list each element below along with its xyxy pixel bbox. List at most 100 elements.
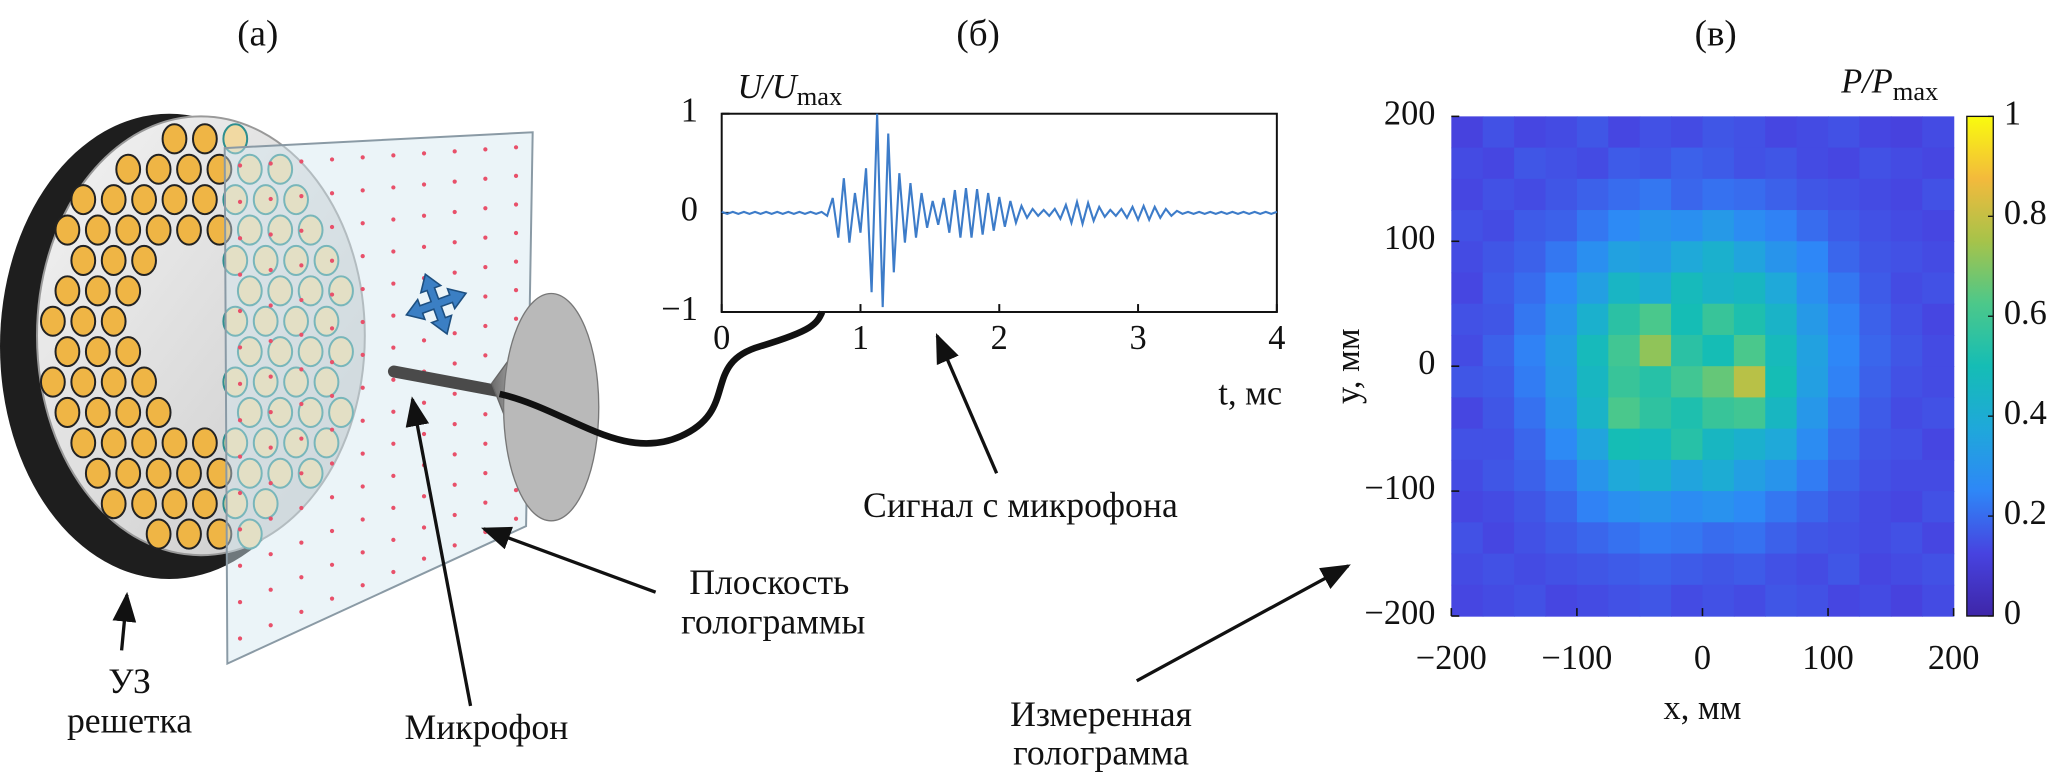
heatmap-cell [1639, 553, 1672, 586]
hologram-plane [223, 131, 534, 666]
x-axis-label: t, мс [1218, 374, 1282, 412]
measurement-point [329, 258, 335, 263]
heatmap-cell [1451, 178, 1484, 211]
label-main: P/P [1840, 63, 1893, 101]
array-element [222, 123, 249, 155]
heatmap-cell [1828, 147, 1861, 180]
measurement-point [483, 441, 488, 446]
heatmap-cell [1482, 491, 1515, 523]
heatmap-cell [1545, 584, 1578, 617]
heatmap-cell [1765, 459, 1798, 492]
array-element [54, 336, 81, 368]
measurement-point [329, 528, 335, 534]
heatmap-cell [1576, 272, 1609, 305]
heatmap-cell [1859, 334, 1892, 367]
heatmap-cell [1702, 210, 1735, 242]
heatmap-cell [1608, 459, 1641, 492]
heatmap-cell [1922, 303, 1955, 336]
measurement-point [452, 149, 457, 154]
array-element [161, 488, 188, 520]
heatmap-cell [1639, 210, 1672, 242]
measurement-point [360, 451, 365, 456]
array-element [161, 184, 188, 216]
heatmap-cell [1765, 241, 1798, 274]
array-element [283, 184, 309, 216]
measurement-point [360, 484, 365, 489]
heatmap-cell [1608, 147, 1641, 180]
arrow [1135, 564, 1351, 683]
heatmap-cell [1451, 459, 1484, 492]
heatmap-cell [1859, 147, 1892, 180]
measurement-point [421, 494, 427, 499]
heatmap-cell [1922, 366, 1955, 399]
heatmap-cell [1514, 147, 1547, 180]
heatmap-cell [1890, 210, 1923, 242]
measurement-point [329, 326, 335, 331]
measurement-point [237, 163, 243, 168]
array-element [84, 214, 111, 246]
array-element [236, 336, 263, 368]
measurement-point [329, 596, 335, 601]
measurement-point [483, 353, 488, 358]
heatmap-cell [1733, 522, 1766, 555]
measurement-point [391, 569, 396, 575]
array-element [115, 336, 142, 368]
heatmap-cell [1608, 491, 1641, 523]
x-tick-label: −200 [1416, 639, 1487, 677]
heatmap-cell [1545, 147, 1578, 180]
heatmap-cell [1859, 272, 1892, 305]
heatmap-cell [1576, 522, 1609, 555]
heatmap-cell [1639, 397, 1672, 430]
colorbar [1966, 115, 1994, 617]
heatmap-cell [1828, 272, 1861, 305]
heatmap-cell [1922, 522, 1955, 555]
array-element [236, 214, 263, 246]
array-element [328, 336, 354, 368]
measurement-point [360, 254, 365, 259]
measurement-point [513, 316, 519, 321]
heatmap-cell [1702, 584, 1735, 617]
heatmap-cell [1482, 428, 1515, 461]
heatmap-cell [1671, 334, 1704, 367]
heatmap-cell [1482, 272, 1515, 305]
measurement-point [391, 473, 396, 478]
heatmap-cell [1796, 116, 1829, 149]
heatmap-cell [1514, 553, 1547, 586]
heatmap-cell [1451, 366, 1484, 399]
heatmap-cell [1765, 584, 1798, 617]
heatmap-cell [1702, 241, 1735, 274]
heatmap-cell [1828, 428, 1861, 461]
heatmap-cell [1576, 428, 1609, 461]
heatmap-cell [1639, 147, 1672, 180]
array-element [222, 184, 249, 216]
measurement-point [421, 338, 427, 343]
array-element [176, 214, 202, 246]
array-element [267, 275, 294, 307]
heatmap-cell [1765, 522, 1798, 555]
heatmap-cell [1922, 584, 1955, 617]
heatmap-cell [1451, 303, 1484, 336]
y-axis-label: y, мм [1329, 328, 1367, 404]
measurement-point [360, 550, 365, 555]
heatmap-cell [1796, 522, 1829, 555]
array-element [84, 396, 111, 428]
heatmap-cell [1733, 272, 1766, 305]
measurement-point [237, 308, 243, 314]
heatmap-cell [1482, 584, 1515, 617]
heatmap-cell [1639, 334, 1672, 367]
heatmap-cell [1608, 584, 1641, 617]
heatmap-cell [1922, 116, 1955, 149]
array-element [283, 366, 309, 398]
array-element [267, 336, 294, 368]
array-element [131, 184, 157, 216]
measurement-point [513, 173, 519, 178]
heatmap-cell [1765, 303, 1798, 336]
heatmap-cell [1765, 366, 1798, 399]
measurement-point [452, 452, 457, 457]
array-element [131, 244, 157, 276]
measurement-point [360, 155, 365, 160]
heatmap-cell [1482, 210, 1515, 242]
heatmap-cell [1733, 428, 1766, 461]
heatmap-cell [1828, 303, 1861, 336]
array-element [252, 184, 279, 216]
